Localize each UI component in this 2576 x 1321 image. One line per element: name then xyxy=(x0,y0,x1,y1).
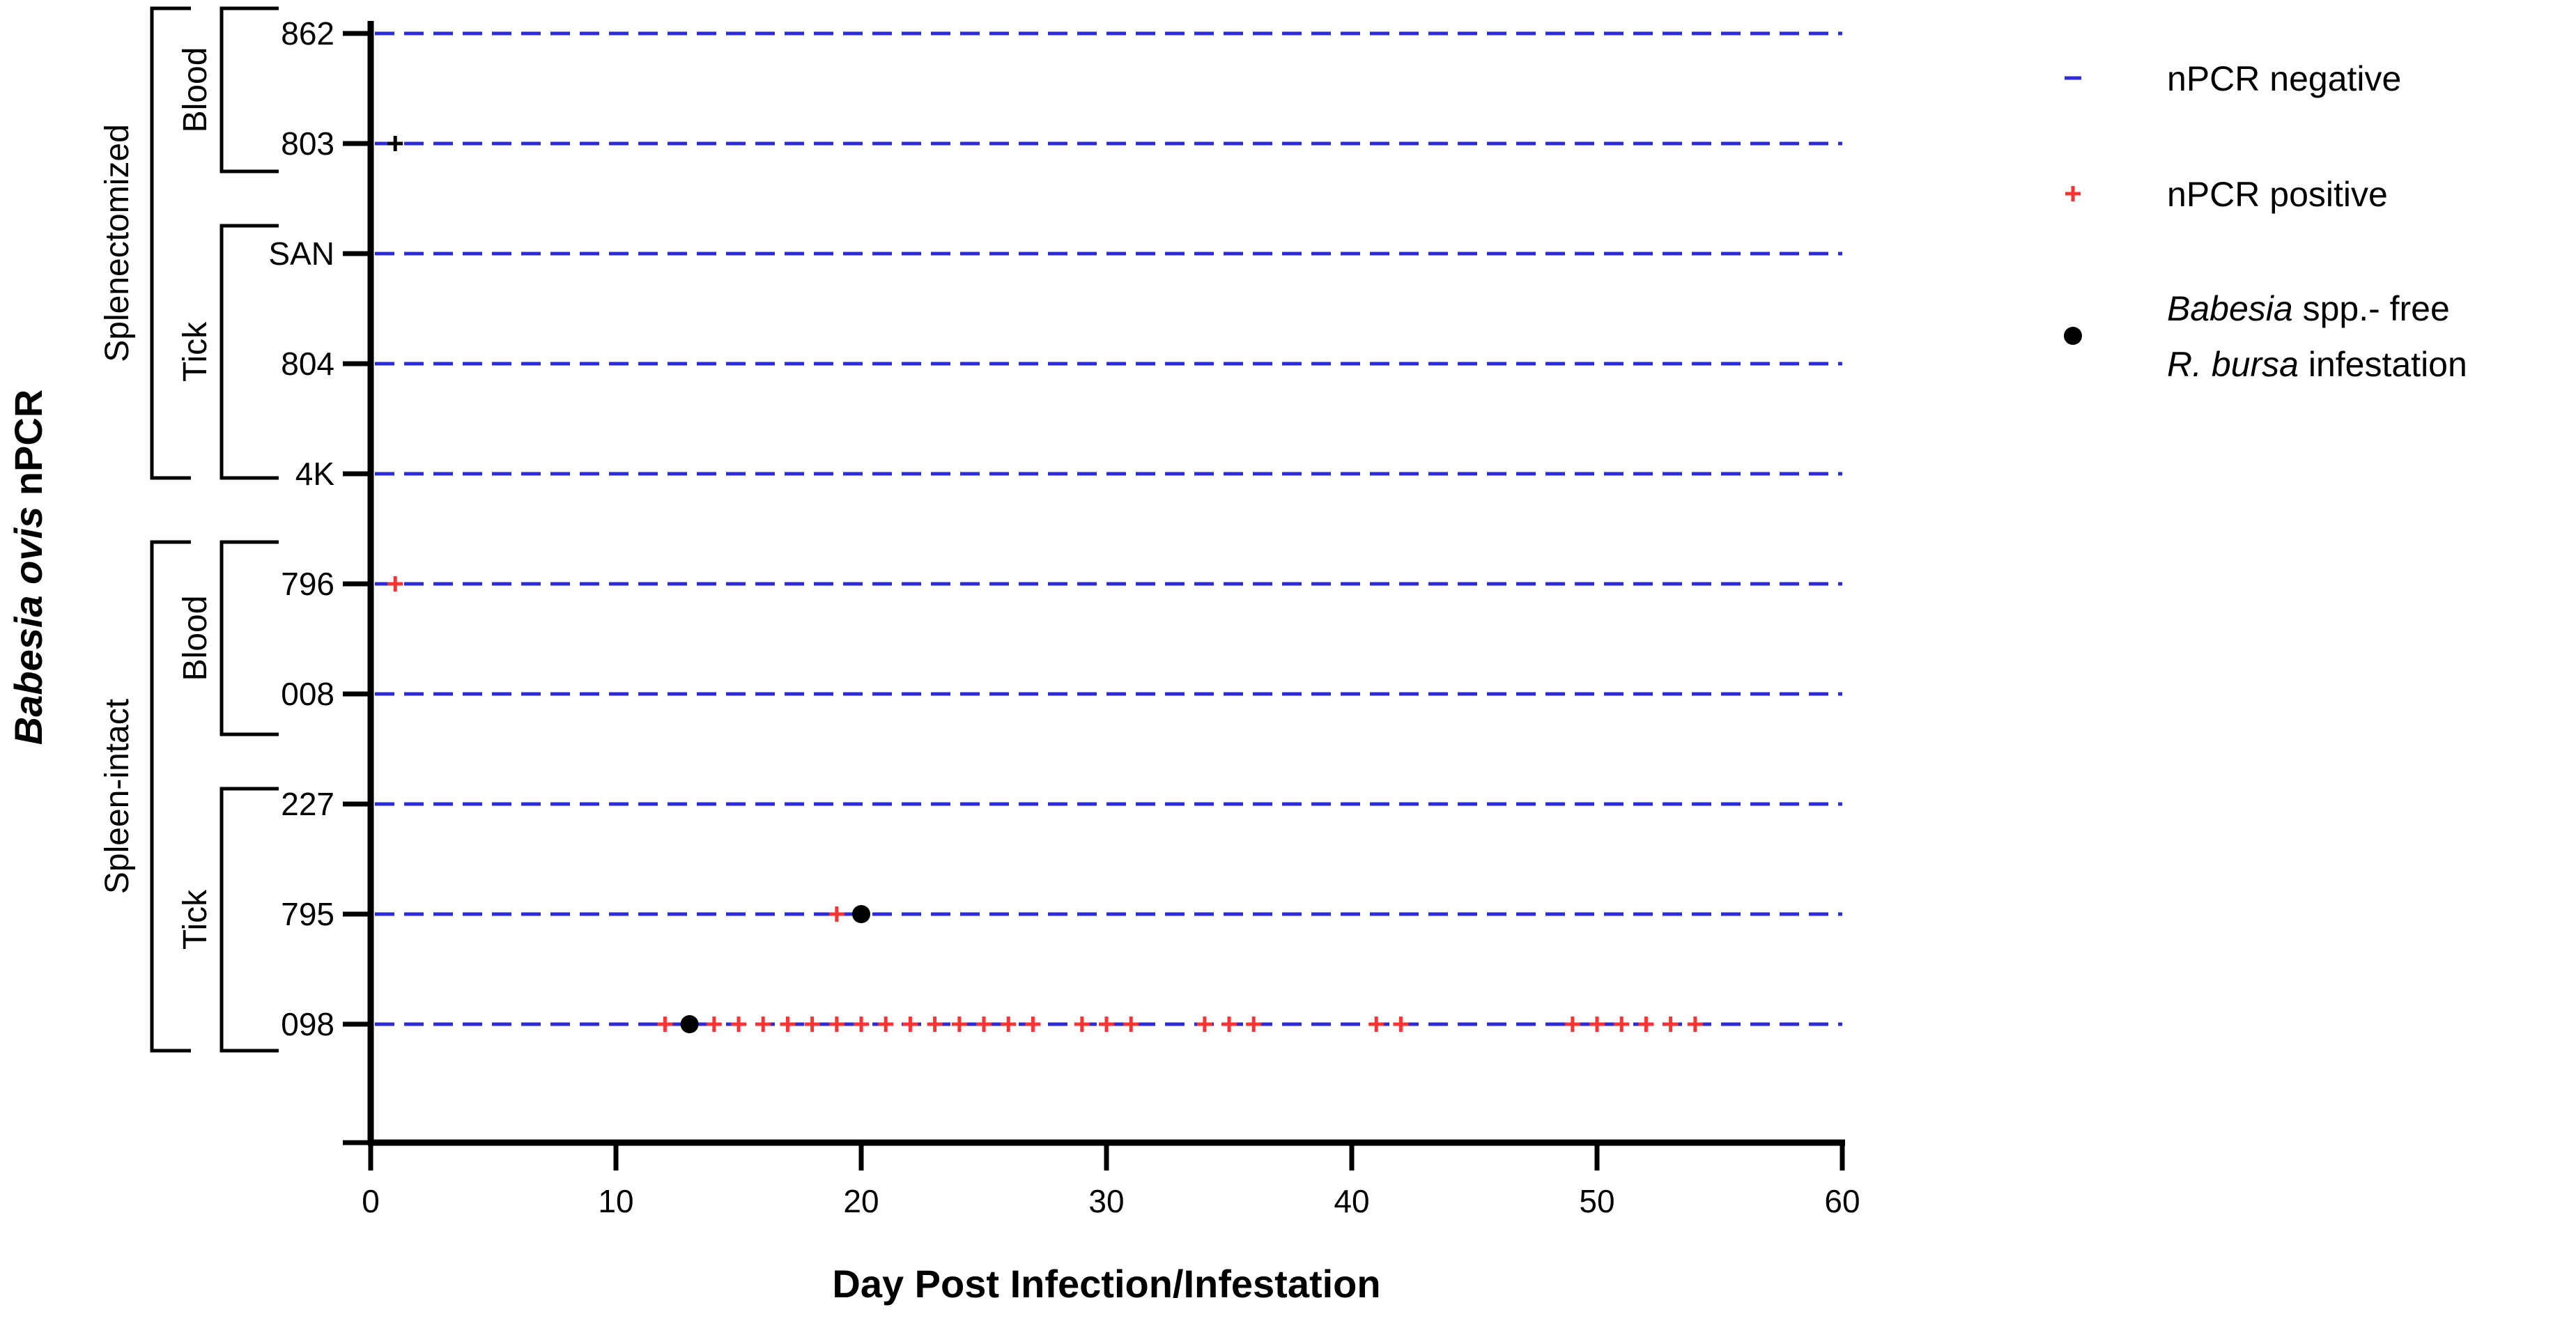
positive-mark-098-50 xyxy=(1589,1017,1605,1032)
group-label-1: Spleen-intact xyxy=(99,699,136,894)
positive-mark-098-35 xyxy=(1221,1017,1237,1032)
y-tick-label-795: 795 xyxy=(281,896,334,932)
positive-mark-098-52 xyxy=(1638,1017,1654,1032)
positive-mark-098-21 xyxy=(878,1017,894,1032)
legend-infestation-swatch xyxy=(2064,327,2082,345)
positive-mark-098-30 xyxy=(1099,1017,1114,1032)
legend-infestation-label-line2: R. bursa infestation xyxy=(2167,345,2467,384)
legend-infestation-label-line1: Babesia spp.- free xyxy=(2167,289,2450,328)
x-tick-label-10: 10 xyxy=(598,1183,633,1219)
positive-mark-098-24 xyxy=(951,1017,967,1032)
positive-mark-098-42 xyxy=(1393,1017,1409,1032)
y-tick-label-796: 796 xyxy=(281,566,334,602)
y-tick-label-008: 008 xyxy=(281,676,334,712)
positive-mark-098-19 xyxy=(828,1017,844,1032)
x-tick-label-60: 60 xyxy=(1824,1183,1860,1219)
positive-mark-098-25 xyxy=(976,1017,992,1032)
y-axis-title: Babesia ovis nPCR xyxy=(6,389,50,745)
y-tick-label-803: 803 xyxy=(281,125,334,162)
y-tick-label-862: 862 xyxy=(281,15,334,52)
y-tick-label-804: 804 xyxy=(281,346,334,382)
y-tick-label-4K: 4K xyxy=(295,456,335,492)
positive-mark-098-15 xyxy=(731,1017,746,1032)
positive-mark-098-49 xyxy=(1564,1017,1580,1032)
positive-mark-098-22 xyxy=(902,1017,918,1032)
subgroup-bracket-1-0 xyxy=(219,540,279,736)
positive-mark-098-14 xyxy=(706,1017,722,1032)
x-tick-label-50: 50 xyxy=(1579,1183,1614,1219)
legend-positive-swatch xyxy=(2065,186,2081,201)
positive-mark-098-54 xyxy=(1687,1017,1703,1032)
group-bracket-0 xyxy=(150,6,191,480)
positive-mark-803-1 xyxy=(387,136,403,151)
positive-mark-098-41 xyxy=(1368,1017,1385,1032)
positive-mark-098-23 xyxy=(927,1017,943,1032)
subgroup-bracket-1-1 xyxy=(219,787,279,1053)
y-tick-label-098: 098 xyxy=(281,1006,334,1042)
subgroup-label-1-0: Blood xyxy=(177,596,214,681)
infestation-mark-795-20 xyxy=(852,905,870,923)
negative-lines-layer xyxy=(375,31,1842,1026)
legend: nPCR negative nPCR positive Babesia spp.- … xyxy=(2064,59,2467,384)
y-tick-label-SAN: SAN xyxy=(268,235,334,272)
positive-mark-098-31 xyxy=(1123,1017,1139,1032)
subgroup-bracket-0-1 xyxy=(219,224,279,480)
x-tick-label-20: 20 xyxy=(843,1183,879,1219)
positive-mark-098-53 xyxy=(1663,1017,1679,1032)
positive-mark-098-16 xyxy=(755,1017,771,1032)
x-tick-label-40: 40 xyxy=(1334,1183,1369,1219)
axes-layer: 862 803 SAN 804 4K 796 008 227 795 098 0 10 20 30 40 50… xyxy=(6,15,1860,1306)
y-tick-label-227: 227 xyxy=(281,786,334,822)
positive-mark-098-51 xyxy=(1614,1017,1630,1032)
subgroup-label-0-0: Blood xyxy=(177,47,214,133)
positive-mark-098-26 xyxy=(1001,1017,1017,1032)
positive-mark-098-12 xyxy=(657,1017,673,1032)
positive-mark-098-20 xyxy=(854,1017,869,1032)
legend-negative-label: nPCR negative xyxy=(2167,59,2401,98)
group-brackets-layer: Splenectomized Blood Tick Spleen-intact Bloo… xyxy=(99,6,279,1053)
x-tick-label-30: 30 xyxy=(1088,1183,1124,1219)
subgroup-label-1-1: Tick xyxy=(177,889,214,950)
positive-mark-795-19 xyxy=(828,906,844,922)
positive-mark-098-18 xyxy=(804,1017,820,1032)
infestation-mark-098-13 xyxy=(680,1015,699,1033)
subgroup-bracket-0-0 xyxy=(219,6,279,173)
positive-mark-796-1 xyxy=(387,576,403,592)
positive-mark-098-36 xyxy=(1246,1017,1262,1032)
positive-mark-098-17 xyxy=(780,1017,796,1032)
marks-layer xyxy=(387,136,1703,1033)
group-label-0: Splenectomized xyxy=(99,124,136,362)
positive-mark-098-29 xyxy=(1074,1017,1090,1032)
positive-mark-098-34 xyxy=(1196,1017,1212,1032)
group-bracket-1 xyxy=(150,540,191,1053)
positive-mark-098-27 xyxy=(1025,1017,1041,1032)
x-tick-label-0: 0 xyxy=(362,1183,380,1219)
x-axis-title: Day Post Infection/Infestation xyxy=(832,1262,1380,1306)
legend-positive-label: nPCR positive xyxy=(2167,175,2388,214)
subgroup-label-0-1: Tick xyxy=(177,321,214,382)
